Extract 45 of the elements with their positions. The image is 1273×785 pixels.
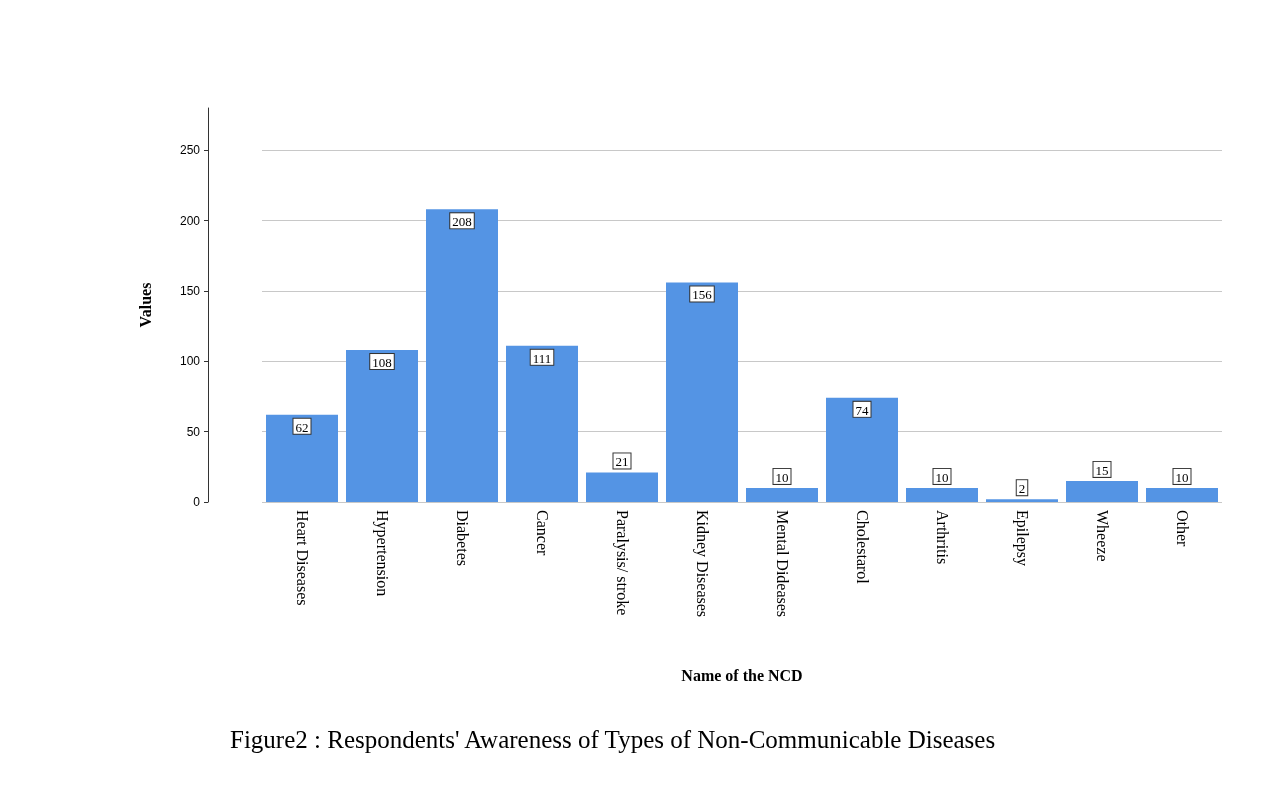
bar (986, 499, 1058, 502)
data-label: 15 (1095, 462, 1109, 478)
y-tick-label: 50 (186, 424, 201, 439)
x-tick-label: Heart Diseases (293, 510, 311, 606)
bar (1146, 487, 1218, 502)
y-tick-label: 250 (179, 143, 201, 158)
y-tick-label: 0 (193, 495, 201, 509)
x-tick-label: Other (1173, 510, 1191, 548)
x-tick-label: Epilepsy (1012, 510, 1031, 566)
data-label: 62 (295, 419, 309, 435)
data-label: 21 (615, 454, 629, 470)
y-tick-label: 100 (179, 354, 201, 369)
bar (746, 487, 818, 502)
y-axis-title: Values (136, 282, 154, 328)
x-tick-label: Paralysis/ stroke (612, 510, 631, 616)
bar (586, 472, 658, 502)
x-axis-title: Name of the NCD (681, 666, 803, 684)
bar (346, 350, 418, 502)
x-tick-label: Cholestarol (853, 510, 871, 585)
data-label: 10 (935, 469, 949, 485)
x-tick-label: Mental Dideases (773, 510, 791, 618)
bar (826, 397, 898, 502)
data-label: 108 (372, 355, 392, 371)
y-tick-label: 200 (179, 213, 201, 228)
text: Figure2 : Respondents' Awareness of Types of Non-Communicable Diseases (230, 726, 996, 753)
bar (1066, 480, 1138, 502)
bar (426, 209, 498, 502)
data-label: 74 (855, 402, 869, 418)
x-tick-label: Kidney Diseases (692, 510, 711, 618)
x-tick-label: Hypertension (372, 510, 391, 597)
data-label: 156 (692, 287, 713, 303)
data-label: 2 (1018, 481, 1026, 497)
data-label: 10 (1175, 469, 1189, 485)
data-label: 111 (532, 350, 552, 366)
x-tick-label: Arthritis (933, 510, 951, 565)
bar (906, 487, 978, 502)
x-tick-label: Wheeze (1093, 510, 1111, 562)
y-tick-label: 150 (179, 283, 201, 298)
data-label: 208 (452, 214, 472, 230)
x-tick-label: Diabetes (453, 510, 471, 566)
bar (266, 414, 338, 502)
data-label: 10 (775, 469, 789, 485)
x-tick-label: Cancer (533, 510, 551, 556)
bar (506, 345, 578, 502)
bar (666, 282, 738, 502)
